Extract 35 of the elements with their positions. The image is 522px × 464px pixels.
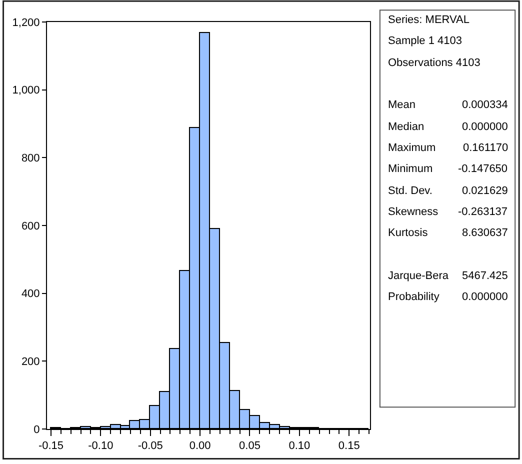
y-tick-label: 400 (21, 288, 40, 300)
y-tick-label: 1,200 (12, 16, 40, 29)
text: Median (388, 121, 424, 133)
x-tick-label: -0.05 (138, 440, 163, 452)
text: 0.000000 (462, 291, 508, 303)
text: Skewness (388, 206, 439, 218)
text: 0.021629 (462, 185, 508, 197)
y-tick-label: 1,000 (12, 84, 40, 97)
text: 5467.425 (462, 270, 508, 282)
y-tick-label: 0 (34, 424, 40, 436)
text: 8.630637 (462, 227, 508, 239)
text: Sample 1 4103 (388, 35, 462, 47)
text: -0.263137 (458, 206, 508, 218)
text: 0.000000 (462, 121, 508, 133)
x-tick-label: 0.10 (288, 440, 310, 452)
text: Maximum (388, 142, 436, 154)
text: Jarque-Bera (388, 270, 450, 282)
x-tick-label: 0.15 (338, 440, 360, 452)
text: -0.147650 (458, 163, 508, 175)
x-tick-label: -0.15 (38, 440, 64, 452)
y-tick-label: 600 (21, 220, 40, 232)
text: Std. Dev. (388, 185, 432, 197)
text: 0.000334 (462, 99, 508, 111)
text: Probability (388, 291, 440, 303)
text: 0.161170 (463, 142, 508, 154)
x-tick-label: 0.00 (189, 440, 211, 452)
text: Minimum (388, 163, 433, 175)
y-tick-label: 800 (21, 152, 40, 165)
text: Mean (388, 99, 416, 111)
text: Observations 4103 (388, 57, 480, 69)
x-tick-label: 0.05 (239, 440, 260, 452)
text: Series: MERVAL (388, 14, 470, 26)
text: Kurtosis (388, 227, 428, 239)
x-tick-label: -0.10 (88, 440, 114, 452)
y-tick-label: 200 (21, 356, 40, 368)
